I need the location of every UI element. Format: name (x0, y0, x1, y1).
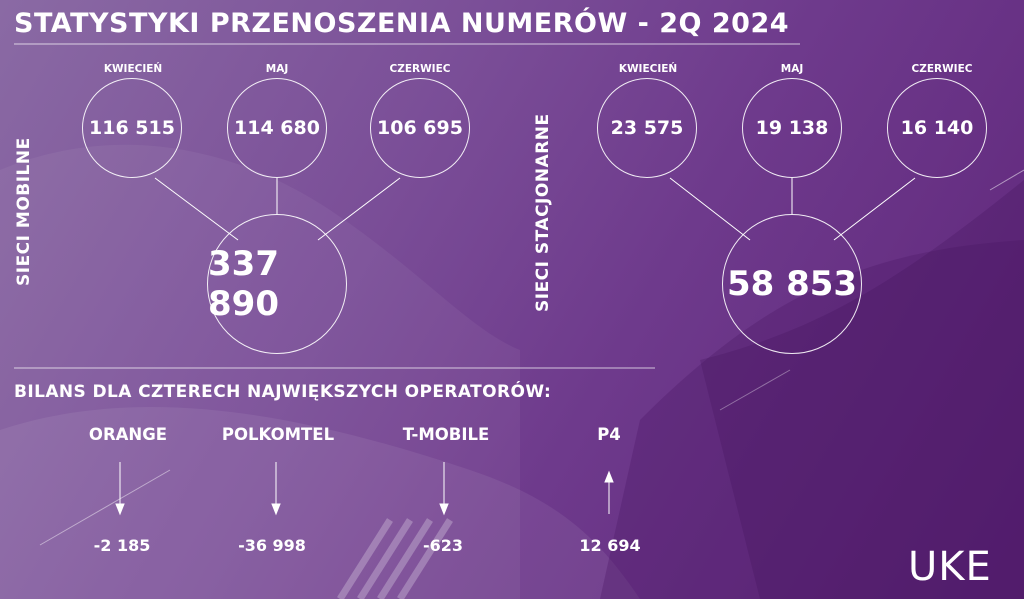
mobile-month-value: 114 680 (234, 117, 320, 139)
operator-name: T-MOBILE (402, 425, 490, 444)
operator-balance-value: -623 (422, 536, 464, 555)
mobile-month-circle: 114 680 (227, 78, 327, 178)
fixed-month-value: 23 575 (610, 117, 684, 139)
fixed-month-circle: 16 140 (887, 78, 987, 178)
mobile-total-value: 337 890 (208, 244, 279, 324)
fixed-month-circle: 19 138 (742, 78, 842, 178)
fixed-month-circle: 23 575 (597, 78, 697, 178)
fixed-month-label: MAJ (780, 63, 804, 75)
uke-logo: UKE (908, 544, 992, 590)
mobile-month-label: MAJ (265, 63, 289, 75)
fixed-month-value: 19 138 (755, 117, 829, 139)
mobile-month-label: KWIECIEŃ (103, 63, 163, 75)
fixed-section-label: SIECI STACJONARNE (533, 113, 553, 312)
mobile-section-label: SIECI MOBILNE (14, 137, 34, 286)
operator-balance-value: -2 185 (93, 536, 151, 555)
fixed-month-label: CZERWIEC (911, 63, 973, 75)
operator-name: P4 (597, 425, 621, 444)
mobile-total-circle: 337 890 (207, 214, 347, 354)
mobile-month-label: CZERWIEC (389, 63, 451, 75)
operator-balance-value: -36 998 (238, 536, 306, 555)
page-title: STATYSTYKI PRZENOSZENIA NUMERÓW - 2Q 202… (14, 8, 790, 39)
mobile-month-circle: 106 695 (370, 78, 470, 178)
fixed-month-label: KWIECIEŃ (618, 63, 678, 75)
operator-name: ORANGE (88, 425, 168, 444)
mobile-month-value: 116 515 (89, 117, 175, 139)
operator-balance-value: 12 694 (579, 536, 641, 555)
balance-heading: BILANS DLA CZTERECH NAJWIĘKSZYCH OPERATO… (14, 382, 552, 402)
fixed-total-circle: 58 853 (722, 214, 862, 354)
operator-name: POLKOMTEL (221, 425, 335, 444)
mobile-month-circle: 116 515 (82, 78, 182, 178)
fixed-month-value: 16 140 (900, 117, 974, 139)
fixed-total-value: 58 853 (726, 264, 858, 304)
mobile-month-value: 106 695 (377, 117, 463, 139)
